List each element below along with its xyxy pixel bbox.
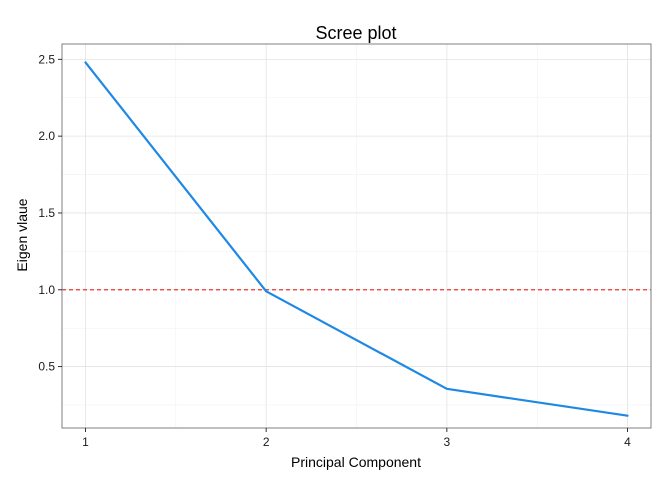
x-axis-title: Principal Component bbox=[291, 454, 421, 470]
chart-title: Scree plot bbox=[315, 23, 396, 43]
series-line bbox=[84, 61, 629, 417]
x-tick-label: 1 bbox=[82, 435, 89, 449]
y-tick-label: 1.0 bbox=[38, 283, 55, 297]
y-tick-label: 2.0 bbox=[38, 129, 55, 143]
axis-layer: 1 2 3 4 0.5 1.0 1.5 2.0 2.5 bbox=[38, 52, 631, 449]
x-tick-label: 4 bbox=[624, 435, 631, 449]
y-tick-label: 2.5 bbox=[38, 52, 55, 66]
series-layer bbox=[84, 61, 629, 417]
x-tick-label: 2 bbox=[263, 435, 270, 449]
panel-border bbox=[61, 43, 652, 429]
y-tick-label: 0.5 bbox=[38, 360, 55, 374]
y-axis-title: Eigen vlaue bbox=[14, 198, 30, 271]
y-tick-label: 1.5 bbox=[38, 206, 55, 220]
x-tick-label: 3 bbox=[443, 435, 450, 449]
grid-layer bbox=[62, 44, 651, 428]
